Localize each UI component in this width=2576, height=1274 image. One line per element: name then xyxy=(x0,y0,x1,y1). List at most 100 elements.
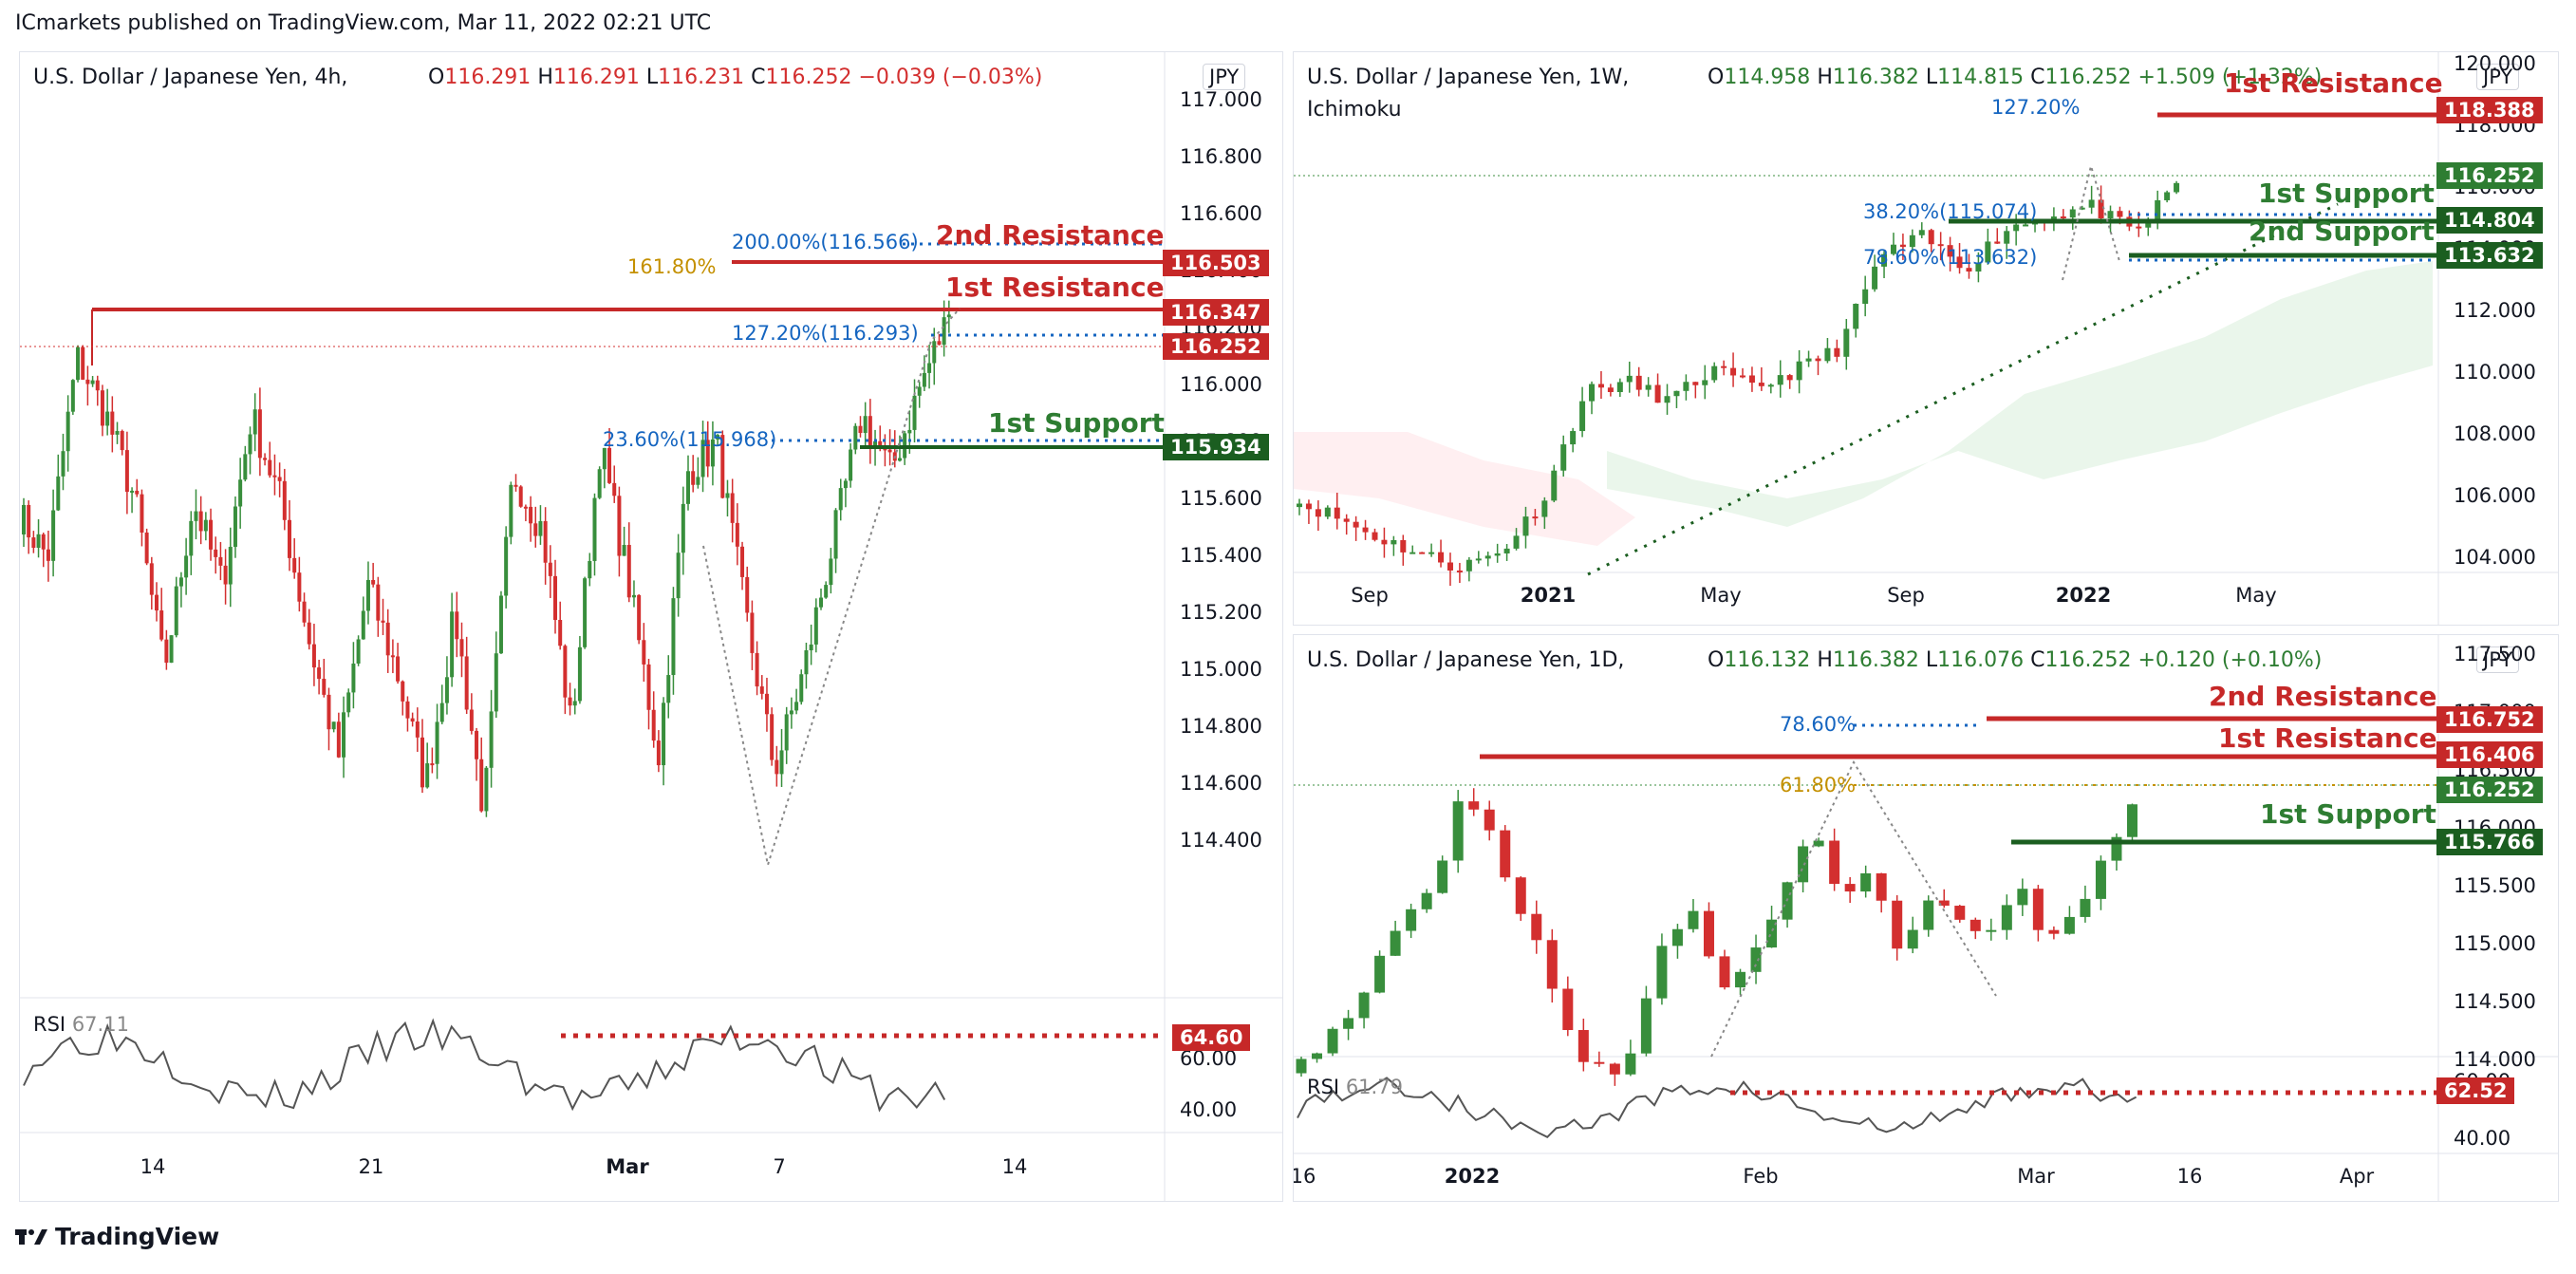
candle xyxy=(1381,539,1388,545)
candle xyxy=(381,620,385,623)
second-support-label: 2nd Support xyxy=(2249,215,2435,247)
candle xyxy=(489,711,494,768)
candle xyxy=(430,763,435,766)
candle xyxy=(548,562,552,576)
candle xyxy=(70,380,75,412)
candle xyxy=(1813,840,1824,847)
candle xyxy=(2023,224,2029,227)
candle xyxy=(415,721,420,738)
candle xyxy=(124,450,129,493)
candle xyxy=(238,479,243,507)
candle xyxy=(1766,919,1778,948)
candle xyxy=(194,511,198,521)
chart-panel-4h[interactable]: U.S. Dollar / Japanese Yen, 4h, O116.291… xyxy=(19,51,1283,1202)
candle xyxy=(2098,199,2104,218)
candle xyxy=(1494,553,1501,556)
candle xyxy=(390,655,395,658)
symbol-title[interactable]: U.S. Dollar / Japanese Yen, 1D, xyxy=(1307,648,1625,672)
candle xyxy=(243,454,248,480)
candle xyxy=(1860,872,1872,892)
candle xyxy=(439,703,444,722)
candle xyxy=(85,379,90,384)
candle xyxy=(533,523,538,536)
symbol-title[interactable]: U.S. Dollar / Japanese Yen, 4h, xyxy=(33,66,348,89)
fib-786-label: 78.60%(113.632) xyxy=(1863,246,2038,269)
chart-canvas-4h[interactable] xyxy=(20,52,1282,1201)
candle xyxy=(1843,328,1850,357)
candle xyxy=(1735,971,1746,988)
currency-button[interactable]: JPY xyxy=(2476,64,2520,90)
time-tick: May xyxy=(1700,584,1742,607)
candle xyxy=(1594,1061,1605,1064)
chart-canvas-1w[interactable] xyxy=(1294,52,2558,625)
candle xyxy=(858,425,863,434)
indicator-title[interactable]: Ichimoku xyxy=(1307,98,1402,122)
candle xyxy=(1334,507,1340,519)
candle xyxy=(907,429,912,434)
candle xyxy=(297,572,302,602)
candle xyxy=(292,557,297,573)
candle xyxy=(1522,516,1529,536)
candle xyxy=(2174,182,2180,193)
first-support-label: 1st Support xyxy=(2258,178,2435,209)
symbol-title[interactable]: U.S. Dollar / Japanese Yen, 1W, xyxy=(1307,66,1630,89)
currency-button[interactable]: JPY xyxy=(1203,64,1246,90)
candle xyxy=(1607,387,1614,392)
candle xyxy=(2080,898,2091,917)
candle xyxy=(268,459,272,476)
candle xyxy=(425,763,430,788)
candle xyxy=(36,534,41,549)
candle xyxy=(779,750,784,775)
candle xyxy=(1798,846,1809,883)
time-tick: 14 xyxy=(140,1155,166,1178)
fib-200-label: 200.00%(116.566) xyxy=(732,231,919,253)
candle xyxy=(1315,509,1321,517)
candle xyxy=(327,694,331,730)
price-tag-first-support: 115.934 xyxy=(1163,434,1269,460)
price-tick: 104.000 xyxy=(2454,546,2536,569)
candle xyxy=(2117,211,2123,217)
price-tick: 114.000 xyxy=(2454,1048,2536,1071)
candle xyxy=(1456,570,1463,572)
candle xyxy=(705,440,710,467)
candle xyxy=(1881,253,1888,267)
price-tick: 116.800 xyxy=(1180,145,1262,168)
chart-canvas-1d[interactable] xyxy=(1294,635,2558,1201)
candle xyxy=(691,471,696,485)
first-support-label: 1st Support xyxy=(2260,798,2436,830)
currency-button[interactable]: JPY xyxy=(2476,646,2520,673)
price-tick: 115.600 xyxy=(1180,487,1262,510)
chart-panel-1w[interactable]: U.S. Dollar / Japanese Yen, 1W, Ichimoku… xyxy=(1293,51,2559,626)
candle xyxy=(937,341,942,346)
candle xyxy=(252,409,257,435)
candle xyxy=(302,601,307,623)
candle xyxy=(686,471,690,504)
candle xyxy=(464,656,469,710)
fib-382-label: 38.20%(115.074) xyxy=(1863,200,2038,223)
candle xyxy=(311,644,316,668)
candle xyxy=(1475,558,1482,561)
candle xyxy=(912,395,917,430)
candle xyxy=(1876,872,1887,901)
time-tick: Sep xyxy=(1887,584,1925,607)
time-tick: 2022 xyxy=(1444,1165,1501,1188)
candle xyxy=(178,577,183,587)
candle xyxy=(1297,503,1302,508)
candle xyxy=(76,347,81,381)
candle xyxy=(1616,382,1623,392)
candle xyxy=(863,416,868,434)
candle xyxy=(455,611,459,640)
candle xyxy=(1834,347,1840,357)
candle xyxy=(927,363,932,373)
candle xyxy=(710,439,715,467)
tradingview-footer[interactable]: TradingView xyxy=(15,1223,219,1250)
candle xyxy=(159,610,164,640)
candle xyxy=(1560,444,1567,471)
candle xyxy=(592,497,597,561)
fib-127-label: 127.20% xyxy=(1991,96,2081,119)
candle xyxy=(385,622,390,656)
candle xyxy=(1513,535,1520,549)
rsi-line xyxy=(23,1018,946,1113)
ohlc-readout: O116.132 H116.382 L116.076 C116.252 +0.1… xyxy=(1708,648,2323,672)
chart-panel-1d[interactable]: U.S. Dollar / Japanese Yen, 1D, O116.132… xyxy=(1293,634,2559,1202)
